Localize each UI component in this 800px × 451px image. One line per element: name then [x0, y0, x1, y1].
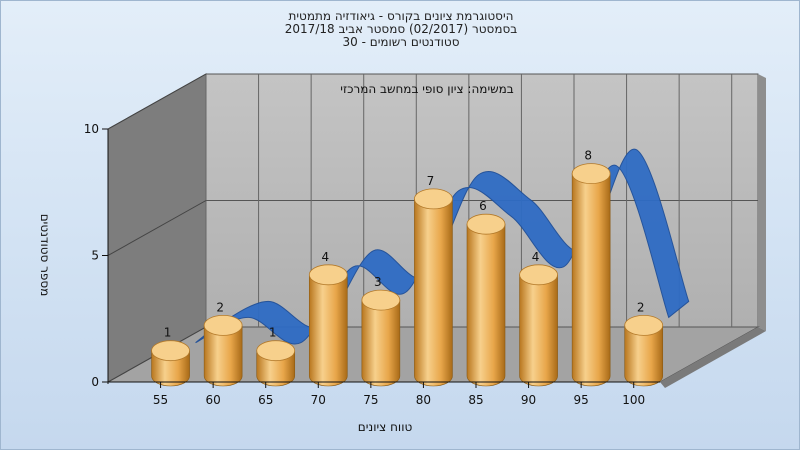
y-axis-label: מספר סטודנטים: [38, 214, 52, 297]
bar-90: [519, 264, 558, 387]
bar-55: [151, 340, 190, 387]
bar-75: [361, 289, 401, 387]
bar-top: [519, 264, 558, 286]
bar-top: [414, 188, 453, 210]
bar-top: [571, 163, 611, 185]
x-tick-label: 70: [311, 393, 326, 407]
bar-body: [571, 173, 611, 387]
bar-80: [414, 188, 453, 387]
x-tick-label: 65: [258, 393, 273, 407]
bar-60: [203, 314, 243, 387]
bar-70: [308, 264, 348, 387]
bar-body: [308, 274, 348, 387]
chart-subtitle: במשימה: ציון סופי במחשב המרכזי: [340, 82, 514, 96]
bar-85: [466, 213, 506, 387]
bar-body: [466, 223, 506, 387]
bar-top: [256, 340, 296, 362]
bar-100: [624, 314, 664, 387]
chart-title-line-1: היסטוגרמת ציונים בקורס - גיאודזיה מתמטית: [288, 9, 514, 23]
y-tick-label: 10: [84, 122, 99, 136]
floor-edge: [660, 327, 766, 388]
y-tick-label: 0: [91, 375, 99, 389]
bar-value-label: 8: [584, 149, 592, 163]
gridline-side: [107, 200, 207, 256]
chart-title-line-2: בסמסטר (02/2017) סמסטר אביב 2017/18: [284, 22, 518, 36]
bar-value-label: 4: [532, 250, 540, 264]
bar-body: [203, 325, 243, 387]
bar-95: [571, 163, 611, 387]
chart-title: היסטוגרמת ציונים בקורס - גיאודזיה מתמטית…: [1, 10, 800, 49]
bar-top: [361, 289, 401, 311]
chart-title-line-3: סטודנטים רשומים - 30: [342, 35, 460, 49]
x-tick-label: 80: [416, 393, 431, 407]
bar-body: [624, 325, 664, 387]
x-tick-label: 95: [574, 393, 589, 407]
bar-value-label: 4: [321, 250, 329, 264]
y-tick-label: 5: [91, 249, 99, 263]
bar-value-label: 1: [269, 326, 277, 340]
bar-value-label: 3: [374, 275, 382, 289]
x-tick-label: 90: [521, 393, 536, 407]
bar-top: [308, 264, 348, 286]
x-tick-label: 60: [206, 393, 221, 407]
x-axis-label: טווח ציונים: [358, 420, 413, 434]
x-tick-label: 100: [622, 393, 645, 407]
bar-value-label: 1: [164, 326, 172, 340]
bar-top: [203, 314, 243, 336]
bar-body: [361, 299, 401, 387]
bar-body: [519, 274, 558, 387]
bar-body: [414, 198, 453, 387]
x-tick-label: 75: [363, 393, 378, 407]
back-wall-edge: [758, 74, 766, 331]
gridline-side: [107, 73, 207, 130]
bar-value-label: 2: [637, 300, 645, 314]
bar-65: [256, 340, 296, 387]
bar-top: [624, 314, 664, 336]
x-tick-label: 85: [468, 393, 483, 407]
bar-value-label: 2: [216, 300, 224, 314]
bar-top: [466, 213, 506, 235]
bar-top: [151, 340, 190, 362]
bar-value-label: 6: [479, 199, 487, 213]
bar-value-label: 7: [427, 174, 435, 188]
x-tick-label: 55: [153, 393, 168, 407]
